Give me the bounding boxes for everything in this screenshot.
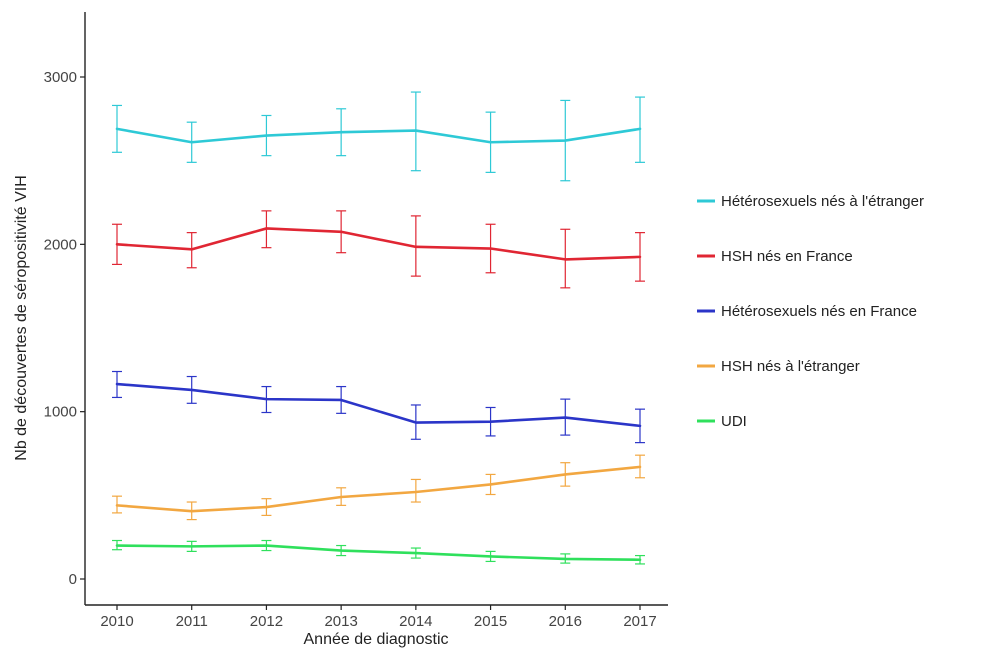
- x-tick-label: 2015: [474, 613, 507, 630]
- series-line: [115, 227, 642, 261]
- series-line: [115, 127, 642, 144]
- series-line: [115, 544, 642, 562]
- series-3: [112, 454, 645, 521]
- series-0: [112, 91, 645, 182]
- y-tick-label: 3000: [44, 69, 77, 86]
- legend-label: Hétérosexuels nés en France: [721, 303, 917, 320]
- series-1: [112, 210, 645, 289]
- series-4: [112, 539, 645, 565]
- legend-label: HSH nés à l'étranger: [721, 358, 860, 375]
- y-tick-label: 1000: [44, 404, 77, 421]
- x-tick-label: 2016: [549, 613, 582, 630]
- legend: Hétérosexuels nés à l'étranger HSH nés en…: [697, 193, 924, 430]
- series-line: [115, 465, 642, 513]
- legend-label: Hétérosexuels nés à l'étranger: [721, 193, 924, 210]
- legend-item: HSH nés en France: [697, 248, 853, 265]
- x-tick-label: 2010: [100, 613, 133, 630]
- y-tick-label: 0: [69, 571, 77, 588]
- legend-label: HSH nés en France: [721, 248, 853, 265]
- x-tick-label: 2014: [399, 613, 432, 630]
- x-axis-ticks: 2010 2011 2012 2013 2014 2015 2016 2017: [100, 605, 657, 630]
- legend-item: Hétérosexuels nés en France: [697, 303, 917, 320]
- legend-item: HSH nés à l'étranger: [697, 358, 860, 375]
- x-tick-label: 2011: [176, 613, 208, 630]
- y-axis-ticks: 0 1000 2000 3000: [44, 69, 85, 588]
- x-tick-label: 2013: [324, 613, 357, 630]
- x-axis-title: Année de diagnostic: [304, 631, 449, 648]
- x-tick-label: 2012: [250, 613, 283, 630]
- series-layer: [112, 91, 645, 565]
- legend-label: UDI: [721, 413, 747, 430]
- y-tick-label: 2000: [44, 236, 77, 253]
- x-tick-label: 2017: [623, 613, 656, 630]
- series-2: [112, 370, 645, 444]
- y-axis-title: Nb de découvertes de séropositivité VIH: [13, 175, 30, 460]
- legend-item: UDI: [697, 413, 747, 430]
- series-line: [115, 382, 642, 428]
- legend-item: Hétérosexuels nés à l'étranger: [697, 193, 924, 210]
